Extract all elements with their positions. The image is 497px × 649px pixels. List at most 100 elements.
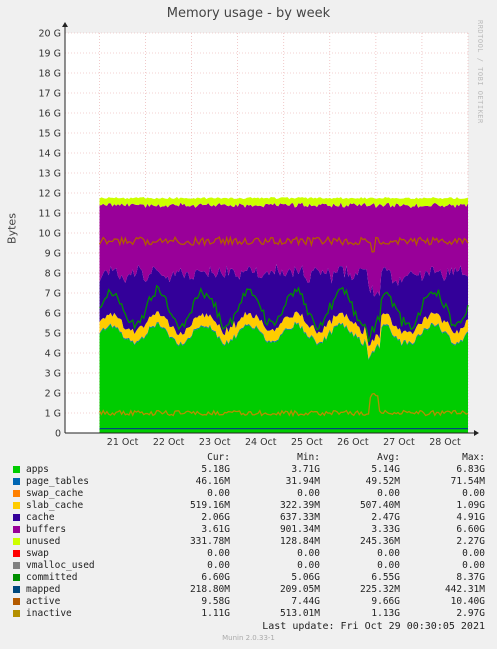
y-tick-label: 20 G	[39, 29, 61, 40]
y-axis-arrow	[62, 22, 68, 27]
legend-header-max: Max:	[462, 452, 485, 463]
legend-min-value: 901.34M	[279, 524, 320, 535]
y-tick-label: 12 G	[39, 189, 61, 200]
legend-min-value: 322.39M	[279, 500, 320, 511]
legend-series-name: mapped	[26, 584, 61, 595]
legend-avg-value: 49.52M	[365, 476, 400, 487]
legend-row-active: active 9.58G 7.44G 9.66G 10.40G	[10, 596, 485, 608]
legend-header: Cur: Min: Avg: Max:	[10, 452, 485, 464]
legend-swatch	[13, 574, 20, 581]
legend-header-min: Min:	[297, 452, 320, 463]
legend-series-name: slab_cache	[26, 500, 84, 511]
legend-swatch	[13, 526, 20, 533]
legend-avg-value: 0.00	[377, 560, 400, 571]
x-tick-label: 22 Oct	[153, 437, 185, 448]
rrdtool-credit: RRDTOOL / TOBI OETIKER	[476, 20, 484, 124]
legend-swatch	[13, 562, 20, 569]
legend-series-name: inactive	[26, 608, 72, 619]
y-tick-label: 9 G	[45, 249, 61, 260]
legend-min-value: 31.94M	[285, 476, 320, 487]
legend-max-value: 4.91G	[456, 512, 485, 523]
legend-avg-value: 0.00	[377, 548, 400, 559]
legend-header-cur: Cur:	[207, 452, 230, 463]
legend-row-committed: committed 6.60G 5.06G 6.55G 8.37G	[10, 572, 485, 584]
legend-cur-value: 0.00	[207, 488, 230, 499]
legend-rows: apps 5.18G 3.71G 5.14G 6.83G page_tables 46.16…	[10, 464, 485, 620]
legend-row-buffers: buffers 3.61G 901.34M 3.33G 6.60G	[10, 524, 485, 536]
legend-min-value: 128.84M	[279, 536, 320, 547]
legend-cur-value: 218.80M	[189, 584, 230, 595]
legend-avg-value: 1.13G	[371, 608, 400, 619]
legend-avg-value: 6.55G	[371, 572, 400, 583]
legend-row-unused: unused 331.78M 128.84M 245.36M 2.27G	[10, 536, 485, 548]
legend-swatch	[13, 466, 20, 473]
legend-cur-value: 6.60G	[201, 572, 230, 583]
legend-max-value: 0.00	[462, 548, 485, 559]
legend-avg-value: 3.33G	[371, 524, 400, 535]
legend-swatch	[13, 610, 20, 617]
legend-row-vmalloc-used: vmalloc_used 0.00 0.00 0.00 0.00	[10, 560, 485, 572]
x-tick-label: 28 Oct	[429, 437, 461, 448]
legend-avg-value: 225.32M	[359, 584, 400, 595]
x-tick-label: 24 Oct	[245, 437, 277, 448]
legend-series-name: buffers	[26, 524, 67, 535]
legend-cur-value: 331.78M	[189, 536, 230, 547]
legend-min-value: 637.33M	[279, 512, 320, 523]
legend-row-inactive: inactive 1.11G 513.01M 1.13G 2.97G	[10, 608, 485, 620]
legend-cur-value: 0.00	[207, 548, 230, 559]
legend-swatch	[13, 538, 20, 545]
legend-cur-value: 46.16M	[195, 476, 230, 487]
y-tick-label: 6 G	[45, 309, 61, 320]
legend-cur-value: 2.06G	[201, 512, 230, 523]
chart-title: Memory usage - by week	[166, 6, 331, 21]
legend-avg-value: 245.36M	[359, 536, 400, 547]
y-tick-label: 3 G	[45, 369, 61, 380]
y-tick-label: 7 G	[45, 289, 61, 300]
legend-swatch	[13, 550, 20, 557]
legend-max-value: 10.40G	[450, 596, 485, 607]
legend-cur-value: 3.61G	[201, 524, 230, 535]
y-tick-label: 10 G	[39, 229, 61, 240]
x-tick-label: 21 Oct	[107, 437, 139, 448]
legend-swatch	[13, 586, 20, 593]
legend-series-name: swap_cache	[26, 488, 84, 499]
legend-cur-value: 1.11G	[201, 608, 230, 619]
legend-series-name: vmalloc_used	[26, 560, 95, 571]
legend-swatch	[13, 514, 20, 521]
legend-min-value: 0.00	[297, 488, 320, 499]
area-buffers	[99, 202, 469, 297]
legend-min-value: 3.71G	[291, 464, 320, 475]
legend-swatch	[13, 502, 20, 509]
legend-min-value: 0.00	[297, 548, 320, 559]
line-active	[98, 235, 469, 253]
legend-series-name: committed	[26, 572, 78, 583]
y-tick-label: 15 G	[39, 129, 61, 140]
legend-avg-value: 507.40M	[359, 500, 400, 511]
line-committed	[99, 284, 469, 343]
legend-max-value: 0.00	[462, 560, 485, 571]
legend-cur-value: 5.18G	[201, 464, 230, 475]
legend-series-name: swap	[26, 548, 49, 559]
legend-swatch	[13, 478, 20, 485]
legend-row-swap-cache: swap_cache 0.00 0.00 0.00 0.00	[10, 488, 485, 500]
legend-row-cache: cache 2.06G 637.33M 2.47G 4.91G	[10, 512, 485, 524]
legend-avg-value: 5.14G	[371, 464, 400, 475]
legend-row-swap: swap 0.00 0.00 0.00 0.00	[10, 548, 485, 560]
legend-row-slab-cache: slab_cache 519.16M 322.39M 507.40M 1.09G	[10, 500, 485, 512]
legend-swatch	[13, 490, 20, 497]
legend-cur-value: 0.00	[207, 560, 230, 571]
legend-avg-value: 2.47G	[371, 512, 400, 523]
legend: Cur: Min: Avg: Max: apps 5.18G 3.71G 5.14G 6…	[10, 452, 485, 620]
area-slab	[99, 311, 469, 359]
y-tick-label: 17 G	[39, 89, 61, 100]
last-update: Last update: Fri Oct 29 00:30:05 2021	[262, 621, 485, 632]
legend-max-value: 6.83G	[456, 464, 485, 475]
legend-max-value: 71.54M	[450, 476, 485, 487]
x-tick-label: 26 Oct	[337, 437, 369, 448]
y-tick-label: 0	[55, 429, 61, 440]
legend-max-value: 442.31M	[444, 584, 485, 595]
legend-avg-value: 9.66G	[371, 596, 400, 607]
x-tick-label: 23 Oct	[199, 437, 231, 448]
y-tick-label: 18 G	[39, 69, 61, 80]
